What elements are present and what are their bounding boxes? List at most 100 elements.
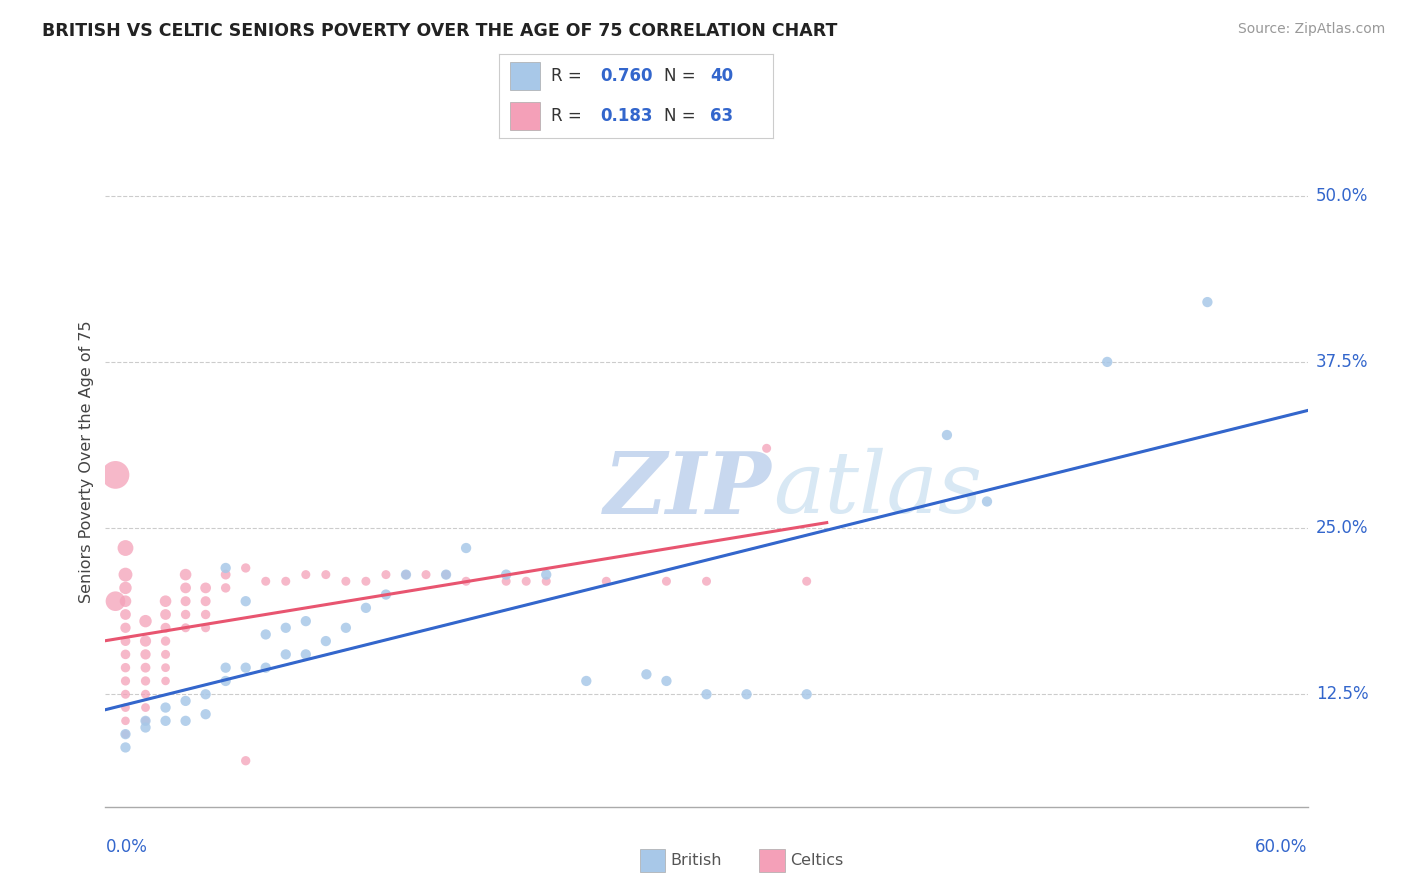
Point: [796, 687, 818, 701]
Point: [595, 574, 617, 589]
Point: [235, 661, 257, 675]
Text: BRITISH VS CELTIC SENIORS POVERTY OVER THE AGE OF 75 CORRELATION CHART: BRITISH VS CELTIC SENIORS POVERTY OVER T…: [42, 22, 838, 40]
Point: [434, 567, 457, 582]
Text: 37.5%: 37.5%: [1316, 353, 1368, 371]
Point: [295, 567, 318, 582]
Point: [114, 661, 136, 675]
Point: [495, 574, 517, 589]
Point: [696, 687, 718, 701]
Point: [655, 673, 678, 688]
Point: [575, 673, 598, 688]
Point: [155, 634, 177, 648]
Point: [235, 594, 257, 608]
Text: R =: R =: [551, 107, 588, 125]
Point: [254, 661, 277, 675]
Point: [295, 648, 318, 662]
Point: [515, 574, 537, 589]
Text: 40: 40: [710, 67, 734, 85]
Text: ZIP: ZIP: [605, 448, 772, 531]
Point: [174, 594, 197, 608]
Text: 0.183: 0.183: [600, 107, 652, 125]
Point: [936, 428, 959, 442]
Point: [155, 661, 177, 675]
Point: [114, 581, 136, 595]
Point: [395, 567, 418, 582]
Point: [135, 614, 157, 628]
Point: [155, 714, 177, 728]
Point: [335, 574, 357, 589]
Text: 60.0%: 60.0%: [1256, 838, 1308, 855]
Point: [174, 567, 197, 582]
Point: [254, 627, 277, 641]
Point: [114, 541, 136, 555]
Point: [174, 621, 197, 635]
Point: [755, 442, 778, 456]
Point: [155, 607, 177, 622]
Point: [194, 707, 217, 722]
Point: [104, 594, 127, 608]
Point: [335, 621, 357, 635]
Point: [295, 614, 318, 628]
Point: [174, 694, 197, 708]
FancyBboxPatch shape: [510, 62, 540, 90]
Point: [214, 581, 236, 595]
Point: [155, 700, 177, 714]
Point: [114, 621, 136, 635]
Point: [1097, 355, 1119, 369]
Point: [114, 687, 136, 701]
Point: [354, 574, 377, 589]
Point: [174, 607, 197, 622]
Point: [315, 567, 337, 582]
Point: [235, 561, 257, 575]
Text: 0.0%: 0.0%: [105, 838, 148, 855]
Text: Source: ZipAtlas.com: Source: ZipAtlas.com: [1237, 22, 1385, 37]
Point: [374, 567, 398, 582]
Point: [274, 574, 297, 589]
Point: [214, 673, 236, 688]
Point: [114, 727, 136, 741]
Point: [155, 621, 177, 635]
Point: [415, 567, 437, 582]
Point: [114, 727, 136, 741]
Point: [104, 467, 127, 482]
Point: [214, 567, 236, 582]
Point: [135, 714, 157, 728]
Point: [135, 714, 157, 728]
Point: [114, 740, 136, 755]
Point: [194, 581, 217, 595]
Point: [495, 567, 517, 582]
Point: [194, 687, 217, 701]
Point: [114, 594, 136, 608]
Point: [135, 634, 157, 648]
Text: N =: N =: [664, 107, 700, 125]
Point: [194, 621, 217, 635]
Text: N =: N =: [664, 67, 700, 85]
Point: [534, 567, 557, 582]
Point: [315, 634, 337, 648]
Point: [735, 687, 758, 701]
Point: [135, 648, 157, 662]
Text: atlas: atlas: [773, 448, 981, 531]
Point: [114, 567, 136, 582]
Text: R =: R =: [551, 67, 588, 85]
Point: [274, 648, 297, 662]
Text: 25.0%: 25.0%: [1316, 519, 1368, 537]
Point: [696, 574, 718, 589]
FancyBboxPatch shape: [510, 102, 540, 130]
Text: British: British: [671, 854, 723, 868]
Point: [114, 700, 136, 714]
Point: [254, 574, 277, 589]
Point: [114, 648, 136, 662]
Text: 50.0%: 50.0%: [1316, 186, 1368, 205]
Text: 0.760: 0.760: [600, 67, 652, 85]
Point: [454, 574, 477, 589]
Text: 12.5%: 12.5%: [1316, 685, 1368, 703]
Point: [354, 600, 377, 615]
Point: [194, 594, 217, 608]
Point: [976, 494, 998, 508]
Point: [135, 673, 157, 688]
Point: [374, 588, 398, 602]
Point: [434, 567, 457, 582]
Point: [135, 661, 157, 675]
Point: [155, 594, 177, 608]
